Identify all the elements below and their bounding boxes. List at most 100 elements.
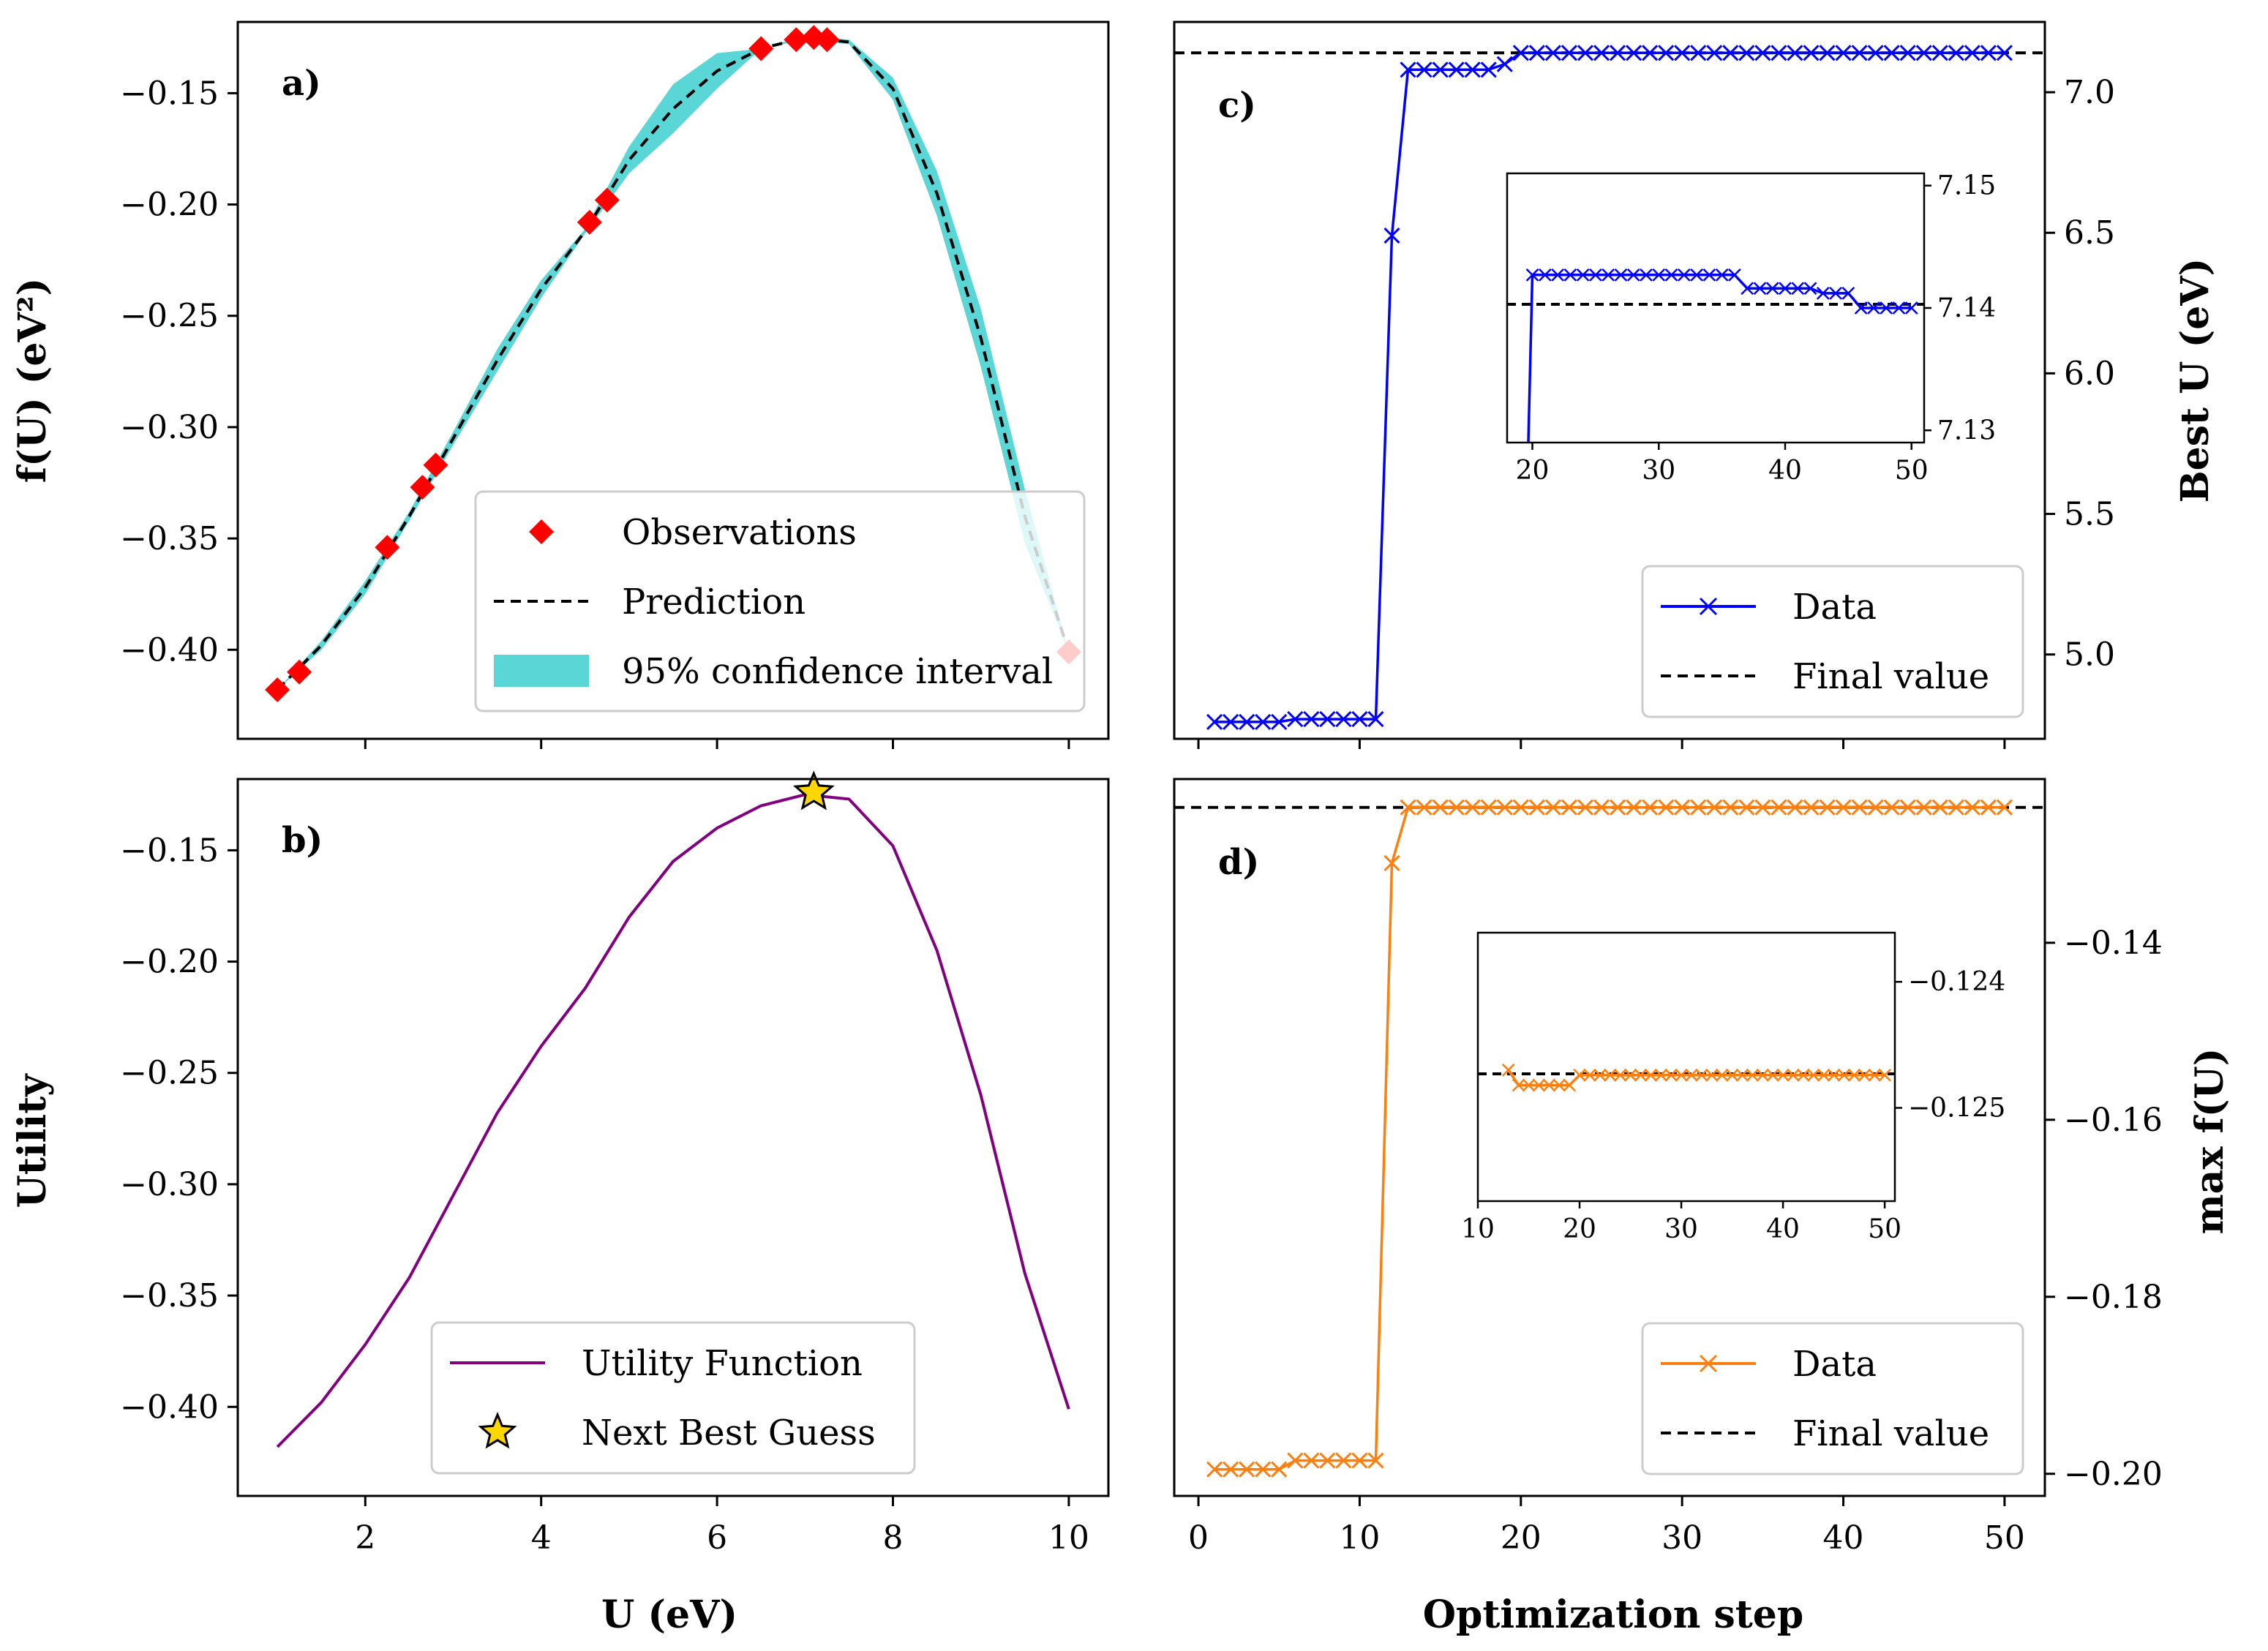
d-inset-data-marker	[1664, 1068, 1678, 1082]
c-inset-xtick-label: 30	[1642, 456, 1675, 486]
c-inset-data-marker	[1854, 301, 1868, 315]
d-inset-data-marker	[1512, 1078, 1525, 1092]
d-inset-data-marker	[1746, 1068, 1760, 1082]
d-inset-data-marker	[1756, 1068, 1770, 1082]
a-legend: Observations Prediction 95% confidence int…	[474, 490, 1086, 712]
d-inset-data-marker	[1827, 1068, 1841, 1082]
c-data-marker	[1883, 45, 1900, 61]
b-legend-box	[430, 1321, 916, 1475]
d-data-line	[1214, 805, 2005, 1471]
d-legend: Data Final value	[1641, 1322, 2024, 1475]
d-data-marker	[1351, 1452, 1368, 1469]
c-inset-data-marker	[1867, 301, 1880, 315]
d-data-marker	[1577, 799, 1594, 816]
b-legend-star-icon	[478, 1412, 517, 1449]
panel-a: −0.15 −0.20 −0.25 −0.30 −0.35 −0.40 a) Observat…	[120, 20, 1110, 749]
c-data-marker	[1239, 713, 1255, 731]
d-inset-data-marker	[1552, 1078, 1566, 1092]
d-inset-data-marker	[1644, 1068, 1658, 1082]
b-ytick-label: −0.25	[120, 1055, 219, 1092]
d-inset-data-marker	[1806, 1068, 1820, 1082]
d-inset-data-marker	[1847, 1068, 1861, 1082]
d-data-marker	[1722, 799, 1739, 816]
b-legend-label: Next Best Guess	[582, 1413, 876, 1453]
d-inset-data-marker	[1634, 1068, 1648, 1082]
a-ytick-label: −0.35	[120, 520, 219, 557]
a-observation-point	[375, 535, 400, 560]
b-xtick-label: 10	[1048, 1519, 1089, 1557]
a-frame	[236, 20, 1110, 740]
c-data-marker	[1674, 45, 1691, 61]
d-data-marker	[1593, 799, 1610, 816]
c-inset-ytick-label: 7.13	[1937, 415, 1996, 445]
d-data-marker	[1367, 1452, 1384, 1469]
c-inset-data-marker	[1803, 282, 1817, 296]
c-data-marker	[1867, 45, 1884, 61]
a-observation-point	[748, 36, 774, 61]
d-ytick-label: −0.18	[2064, 1279, 2163, 1316]
d-data-marker	[1690, 799, 1707, 816]
a-observation-point	[801, 25, 827, 50]
c-inset-data-marker	[1614, 268, 1628, 282]
d-ytick-label: −0.14	[2064, 925, 2163, 962]
b-panel-label: b)	[282, 820, 323, 861]
d-inset-data-marker	[1868, 1068, 1882, 1082]
c-data-marker	[1561, 45, 1577, 61]
d-data-marker	[1851, 799, 1868, 816]
d-panel-label: d)	[1218, 842, 1259, 883]
c-inset-data-marker	[1779, 282, 1792, 296]
c-data-marker	[1658, 45, 1675, 61]
c-ytick-label: 6.0	[2064, 355, 2115, 392]
c-data-marker	[1948, 45, 1964, 61]
d-data-marker	[1464, 799, 1481, 816]
d-inset-data-marker	[1725, 1068, 1739, 1082]
d-inset-data-marker	[1705, 1068, 1719, 1082]
c-data-marker	[1255, 713, 1272, 731]
a-ytick-label: −0.30	[120, 409, 219, 446]
b-xtick-label: 8	[883, 1519, 904, 1557]
c-legend-label: Data	[1792, 587, 1877, 628]
d-xtick-label: 50	[1984, 1519, 2025, 1557]
c-inset-data-marker	[1892, 301, 1906, 315]
d-legend-label: Data	[1792, 1344, 1877, 1385]
c-ytick-label: 5.0	[2064, 636, 2115, 674]
c-data-marker	[1964, 45, 1980, 61]
c-data-marker	[1593, 45, 1610, 61]
d-data-marker	[1432, 799, 1449, 816]
c-inset-data-marker	[1791, 282, 1805, 296]
d-inset: −0.124 −0.125 10 20 30 40 50	[1461, 931, 2005, 1244]
d-inset-frame	[1476, 931, 1896, 1203]
b-xtick-label: 6	[707, 1519, 727, 1557]
d-data-marker	[1980, 799, 1997, 816]
b-ytick-label: −0.20	[120, 944, 219, 981]
c-inset-data-marker	[1626, 268, 1640, 282]
d-inset-data-marker	[1613, 1068, 1627, 1082]
c-data-marker	[1400, 61, 1416, 78]
c-inset-data-marker	[1563, 268, 1577, 282]
d-data-marker	[1964, 799, 1980, 816]
a-legend-label: 95% confidence interval	[622, 651, 1053, 692]
c-data-marker	[1319, 711, 1336, 728]
c-legend: Data Final value	[1641, 565, 2024, 718]
c-data-marker	[1351, 711, 1368, 728]
d-data-marker	[1206, 1461, 1223, 1478]
d-data-marker	[1303, 1452, 1320, 1469]
d-data-marker	[1883, 799, 1900, 816]
c-panel-label: c)	[1218, 85, 1256, 126]
c-data-marker	[1787, 45, 1803, 61]
c-data-marker	[1464, 61, 1481, 78]
b-frame	[236, 778, 1110, 1497]
d-inset-data-marker	[1787, 1068, 1800, 1082]
c-data-marker	[1416, 61, 1432, 78]
a-observation-point	[814, 27, 840, 53]
c-inset-data-line	[1527, 274, 1912, 443]
c-data-marker	[1851, 45, 1868, 61]
c-inset-data-marker	[1880, 301, 1893, 315]
c-data-marker	[1690, 45, 1707, 61]
a-observation-point	[287, 659, 312, 685]
d-data-marker	[1319, 1452, 1336, 1469]
d-inset-data-marker	[1675, 1068, 1688, 1082]
d-data-marker	[1803, 799, 1820, 816]
c-inset-data-marker	[1525, 268, 1539, 282]
